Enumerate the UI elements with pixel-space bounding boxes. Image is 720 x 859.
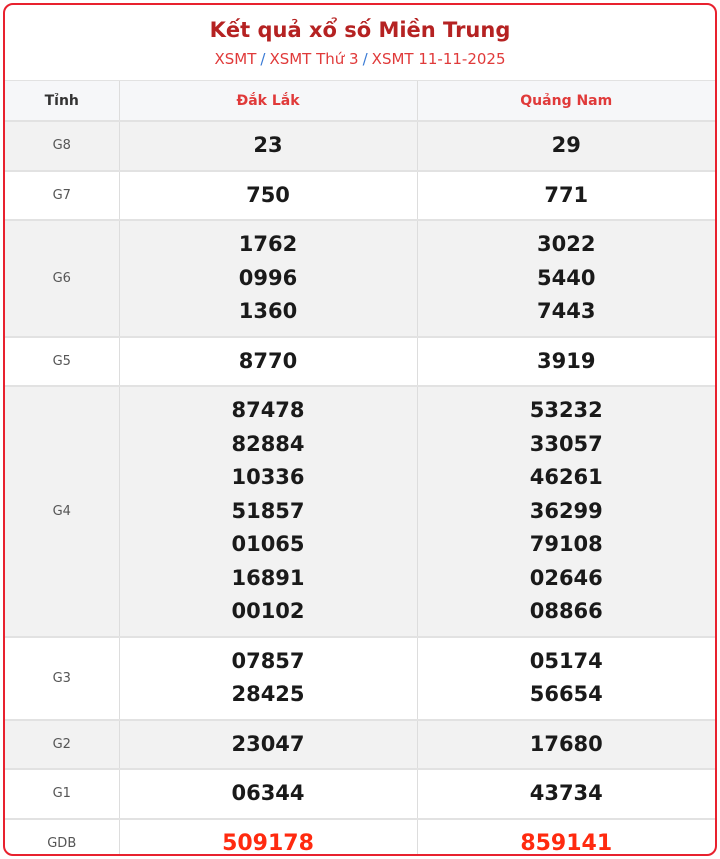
- dak-lak-results: 87478 82884 10336 51857 01065 16891 00102: [118, 386, 417, 638]
- page-title: Kết quả xổ số Miền Trung: [209, 18, 511, 42]
- quang-nam-results: 43734: [416, 769, 715, 820]
- result-number: 7443: [537, 299, 596, 323]
- result-number: 33057: [529, 431, 603, 456]
- quang-nam-results: 53232 33057 46261 36299 79108 02646 08866: [416, 386, 715, 638]
- prize-label: G1: [5, 769, 119, 820]
- breadcrumb-separator: /: [362, 50, 368, 68]
- table-row: G6 1762 0996 1360 3022 5440 7443: [5, 220, 715, 338]
- dak-lak-results: 23047: [118, 719, 417, 770]
- result-number: 01065: [231, 532, 305, 556]
- quang-nam-results: 771: [416, 170, 715, 221]
- result-number: 5440: [537, 265, 596, 290]
- result-number: 06344: [231, 781, 305, 805]
- result-number: 1360: [238, 299, 298, 323]
- quang-nam-results: 29: [416, 121, 715, 172]
- table-row: G2 23047 17680: [5, 719, 715, 770]
- result-number: 16891: [231, 565, 305, 590]
- result-number: 82884: [231, 431, 305, 456]
- result-number: 08866: [529, 599, 603, 623]
- prize-label: GDB: [5, 818, 119, 854]
- breadcrumb-date[interactable]: XSMT 11-11-2025: [371, 50, 506, 68]
- quang-nam-results: 3919: [416, 336, 715, 387]
- result-number: 509178: [222, 830, 314, 856]
- results-table: Tỉnh Đắk Lắk Quảng Nam G8 23 29 G7 750 771 G6 1…: [5, 81, 715, 856]
- result-number: 10336: [231, 465, 305, 489]
- breadcrumb: XSMT / XSMT Thứ 3/XSMT 11-11-2025: [5, 50, 715, 68]
- prize-label: G3: [5, 636, 119, 721]
- column-header-dak-lak[interactable]: Đắk Lắk: [118, 81, 417, 122]
- result-number: 53232: [529, 398, 603, 422]
- result-number: 3919: [537, 348, 596, 373]
- breadcrumb-separator: /: [260, 50, 266, 68]
- result-number: 05174: [529, 648, 603, 673]
- column-header-province: Tỉnh: [5, 81, 119, 122]
- result-number: 79108: [529, 532, 603, 556]
- result-number: 859141: [520, 830, 613, 856]
- dak-lak-results: 07857 28425: [118, 636, 417, 721]
- table-row: G8 23 29: [5, 121, 715, 172]
- result-number: 56654: [529, 682, 603, 706]
- quang-nam-results: 859141: [416, 818, 715, 856]
- result-number: 17680: [529, 731, 603, 756]
- results-card: Kết quả xổ số Miền Trung XSMT / XSMT Thứ 3…: [3, 3, 717, 856]
- prize-label: G6: [5, 220, 119, 338]
- result-number: 07857: [231, 648, 305, 673]
- table-row: G7 750 771: [5, 170, 715, 221]
- prize-label: G5: [5, 336, 119, 387]
- result-number: 771: [544, 182, 589, 207]
- dak-lak-results: 8770: [118, 336, 417, 387]
- result-number: 43734: [529, 781, 603, 805]
- quang-nam-results: 3022 5440 7443: [416, 220, 715, 338]
- result-number: 46261: [529, 465, 603, 489]
- dak-lak-results: 23: [118, 121, 417, 172]
- result-number: 87478: [231, 398, 305, 422]
- dak-lak-results: 509178: [118, 818, 417, 856]
- table-row: G3 07857 28425 05174 56654: [5, 636, 715, 721]
- table-row: G4 87478 82884 10336 51857 01065 16891 00102 532…: [5, 386, 715, 638]
- result-number: 23047: [231, 731, 305, 756]
- result-number: 8770: [238, 348, 298, 373]
- result-number: 3022: [537, 232, 596, 256]
- quang-nam-results: 17680: [416, 719, 715, 770]
- result-number: 36299: [529, 498, 603, 523]
- prize-label: G2: [5, 719, 119, 770]
- result-number: 0996: [238, 265, 298, 290]
- result-number: 1762: [238, 232, 298, 256]
- quang-nam-results: 05174 56654: [416, 636, 715, 721]
- result-number: 00102: [231, 599, 305, 623]
- result-number: 750: [246, 182, 290, 207]
- result-number: 02646: [529, 565, 603, 590]
- column-header-quang-nam[interactable]: Quảng Nam: [416, 81, 715, 122]
- table-row: G1 06344 43734: [5, 769, 715, 820]
- prize-label: G8: [5, 121, 119, 172]
- dak-lak-results: 750: [118, 170, 417, 221]
- prize-label: G7: [5, 170, 119, 221]
- result-number: 51857: [231, 498, 305, 523]
- result-number: 28425: [231, 682, 305, 706]
- card-header: Kết quả xổ số Miền Trung XSMT / XSMT Thứ 3…: [5, 5, 715, 81]
- prize-label: G4: [5, 386, 119, 638]
- result-number: 29: [551, 133, 581, 157]
- dak-lak-results: 06344: [118, 769, 417, 820]
- breadcrumb-xsmt-thu3[interactable]: XSMT Thứ 3: [269, 50, 359, 68]
- dak-lak-results: 1762 0996 1360: [118, 220, 417, 338]
- breadcrumb-xsmt[interactable]: XSMT: [214, 50, 257, 68]
- result-number: 23: [253, 133, 283, 157]
- table-row: GDB 509178 859141: [5, 818, 715, 856]
- table-row: G5 8770 3919: [5, 336, 715, 387]
